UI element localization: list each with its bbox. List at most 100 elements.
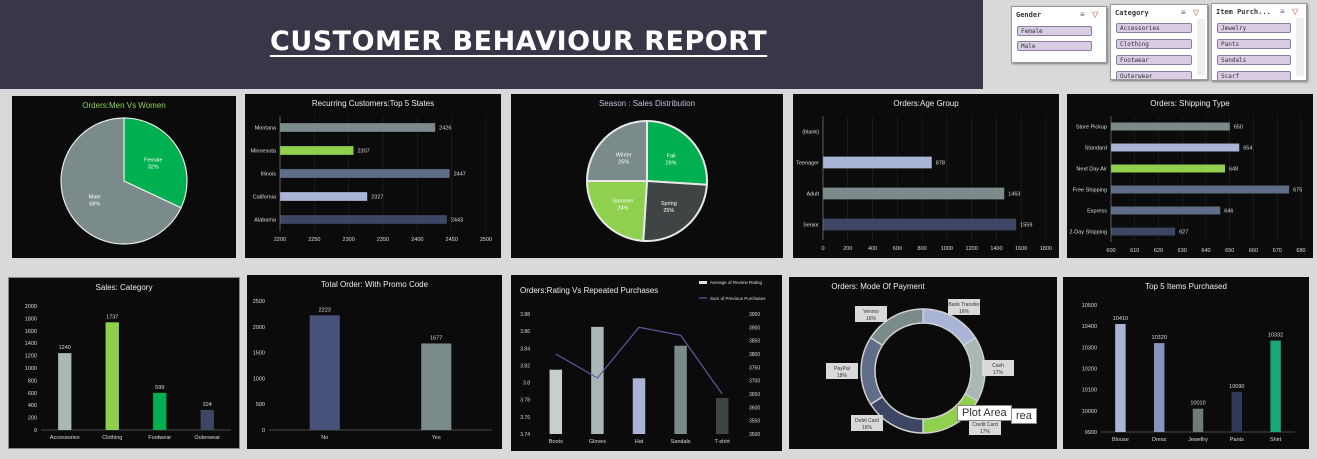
x-tick-label: 2450: [446, 237, 458, 243]
bar: [1111, 185, 1290, 194]
slicer-item-female[interactable]: Female: [1017, 26, 1092, 36]
category-label: Montana: [255, 126, 277, 132]
x-tick-label: 2500: [480, 237, 492, 243]
y-tick-label: 800: [28, 378, 37, 384]
callout-box: [948, 299, 980, 315]
data-label: 10320: [1152, 335, 1167, 341]
chart-age[interactable]: Orders:Age Group 0 200 400 600 800 1000 1200 14…: [793, 94, 1059, 258]
bar: [153, 392, 167, 430]
category-label: Gloves: [589, 439, 606, 445]
multi-select-icon[interactable]: ≡: [1280, 7, 1285, 16]
chart-gender[interactable]: Orders:Men Vs Women Female 32% Male 68%: [12, 96, 236, 258]
y-tick-label: 2000: [25, 304, 37, 310]
data-label: 654: [1243, 146, 1252, 152]
slicer-category[interactable]: Category ≡ ▽ Accessories Clothing Footwe…: [1110, 4, 1208, 80]
data-label: 650: [1234, 125, 1243, 131]
y2-tick-label: 3500: [749, 432, 760, 438]
chart-rating[interactable]: Orders:Rating Vs Repeated Purchases 3.74…: [511, 275, 782, 451]
y2-tick-label: 3600: [749, 405, 760, 411]
slicer-item-clothing[interactable]: Clothing: [1116, 39, 1192, 49]
slice-value: 68%: [89, 202, 100, 208]
category-label: Standard: [1085, 146, 1107, 152]
slicer-item-pants[interactable]: Pants: [1217, 39, 1291, 49]
y2-tick-label: 3750: [749, 365, 760, 371]
x-tick-label: 630: [1178, 248, 1187, 254]
slicer-item-male[interactable]: Male: [1017, 41, 1092, 51]
pie-slice: [123, 117, 188, 209]
bar: [280, 192, 368, 201]
chart-title: Sales: Category: [95, 283, 153, 292]
x-tick-label: 800: [918, 246, 927, 252]
y-tick-label: 500: [256, 402, 265, 408]
data-label: 1677: [430, 335, 442, 341]
x-tick-label: 650: [1225, 248, 1234, 254]
slice-value: 17%: [980, 429, 991, 435]
slicer-item-purchased[interactable]: Item Purch... ≡ ▽ Jewelry Pants Sandals …: [1211, 3, 1307, 81]
y-tick-label: 0: [262, 428, 265, 434]
chart-season[interactable]: Season : Sales Distribution Fall 26% Sprin…: [511, 94, 783, 258]
x-tick-label: 610: [1130, 248, 1139, 254]
multi-select-icon[interactable]: ≡: [1080, 10, 1085, 19]
clear-filter-icon[interactable]: ▽: [1292, 7, 1299, 16]
chart-promo[interactable]: Total Order: With Promo Code 0 500 1000 150…: [247, 275, 502, 449]
chart-title: Top 5 Items Purchased: [1145, 282, 1227, 291]
x-tick-label: 680: [1296, 248, 1305, 254]
bar: [280, 215, 447, 224]
slicer-item-accessories[interactable]: Accessories: [1116, 23, 1192, 33]
x-tick-label: 620: [1154, 248, 1163, 254]
y-tick-label: 10500: [1082, 303, 1097, 309]
y-tick-label: 1000: [253, 376, 265, 382]
data-label: 2443: [451, 218, 463, 224]
x-tick-label: 660: [1249, 248, 1258, 254]
y-tick-label: 10000: [1082, 409, 1097, 415]
bar: [1115, 324, 1126, 432]
slicer-gender-title: Gender: [1016, 11, 1042, 19]
slicer-item-footwear[interactable]: Footwear: [1116, 55, 1192, 65]
slicer-item-sandals[interactable]: Sandals: [1217, 55, 1291, 65]
chart-payment[interactable]: Orders: Mode Of Payment Bank Transfer 16%…: [789, 277, 1057, 449]
slicer-item-jewelry[interactable]: Jewelry: [1217, 23, 1291, 33]
x-tick-label: 2350: [377, 237, 389, 243]
slicer-item-scarf[interactable]: Scarf: [1217, 71, 1291, 80]
x-tick-label: 670: [1273, 248, 1282, 254]
slicer-item-outerwear[interactable]: Outerwear: [1116, 71, 1192, 79]
tooltip-behind: rea: [1011, 408, 1037, 424]
category-label: Alabama: [254, 218, 277, 224]
chart-states[interactable]: Recurring Customers:Top 5 States 2200 225…: [245, 94, 501, 258]
y-tick-label: 10400: [1082, 324, 1097, 330]
slice-label: Bank Transfer: [948, 302, 979, 308]
pie-slice: [585, 119, 648, 182]
chart-title: Orders:Men Vs Women: [82, 101, 166, 110]
data-label: 1559: [1020, 223, 1032, 229]
y2-tick-label: 3850: [749, 339, 760, 345]
callout-box: [969, 419, 1001, 435]
slicer-gender[interactable]: Gender ≡ ▽ Female Male: [1011, 6, 1107, 63]
pie-slice: [585, 180, 649, 242]
bar: [1111, 143, 1240, 152]
chart-items[interactable]: Top 5 Items Purchased 9900 10000 10100 1020…: [1063, 277, 1309, 449]
category-label: Yes: [432, 435, 441, 441]
category-label: (blank): [802, 130, 819, 136]
data-label: 599: [155, 385, 164, 391]
data-label: 1737: [106, 314, 118, 320]
chart-shipping[interactable]: Orders: Shipping Type 600 610 620 630 640 650…: [1067, 94, 1313, 258]
slice-label: Spring: [661, 201, 677, 207]
bar: [1111, 164, 1225, 173]
data-label: 675: [1293, 188, 1302, 194]
slicer-item-purchased-title: Item Purch...: [1216, 8, 1271, 16]
slice-value: 18%: [837, 373, 848, 379]
slice-value: 17%: [993, 370, 1004, 376]
clear-filter-icon[interactable]: ▽: [1193, 8, 1200, 17]
y-tick-label: 10200: [1082, 367, 1097, 373]
chart-title: Recurring Customers:Top 5 States: [311, 99, 435, 108]
slicer-scrollbar[interactable]: [1197, 19, 1205, 75]
y-tick-label: 1000: [25, 366, 37, 372]
data-label: 2447: [454, 172, 466, 178]
clear-filter-icon[interactable]: ▽: [1092, 10, 1099, 19]
y-tick-label: 3.76: [520, 415, 530, 421]
chart-category[interactable]: Sales: Category 0 200 400 600 800 1000 1200 140…: [8, 277, 240, 449]
slicer-scrollbar[interactable]: [1296, 18, 1304, 76]
multi-select-icon[interactable]: ≡: [1181, 8, 1186, 17]
slice-label: Winter: [616, 153, 632, 159]
